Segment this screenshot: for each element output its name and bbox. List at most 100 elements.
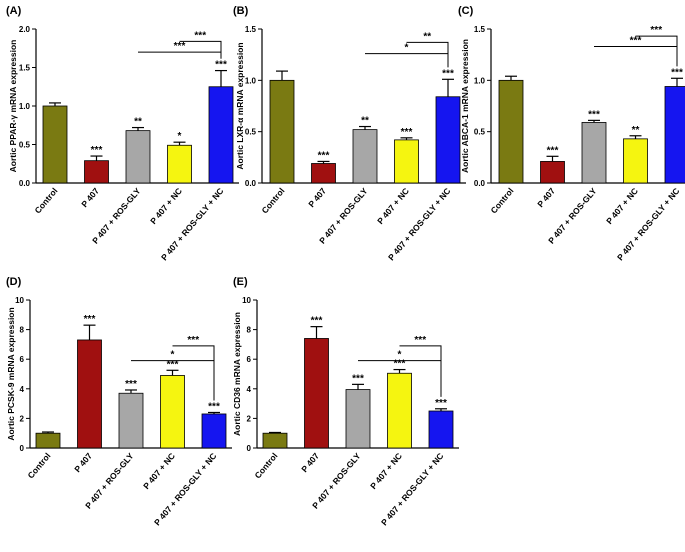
- comparison-bracket: [406, 41, 449, 68]
- significance-marker: **: [134, 117, 142, 128]
- bar: [394, 139, 419, 184]
- y-axis-label: Aortic CD36 mRNA expression: [232, 312, 242, 436]
- significance-marker: **: [361, 116, 369, 127]
- bar: [664, 86, 685, 184]
- bar: [311, 163, 336, 184]
- bar: [35, 432, 61, 449]
- significance-marker: ***: [435, 398, 447, 409]
- bar: [160, 375, 185, 449]
- y-tick-label: 0.5: [19, 141, 31, 150]
- y-tick-label: 1.5: [245, 25, 257, 34]
- significance-marker: ***: [394, 359, 406, 370]
- x-tick-label: P 407 + NC: [375, 186, 411, 226]
- bar: [435, 96, 461, 184]
- x-tick-label: P 407 + NC: [604, 186, 640, 226]
- significance-marker: ***: [84, 314, 96, 325]
- comparison-significance: *: [405, 43, 409, 54]
- bar: [84, 160, 109, 184]
- y-tick-label: 6: [20, 355, 25, 364]
- bar: [428, 410, 454, 449]
- y-tick-label: 4: [247, 385, 252, 394]
- panel-label: (C): [458, 5, 474, 17]
- bar: [77, 339, 102, 449]
- bar: [125, 130, 151, 184]
- panel-label: (A): [6, 5, 22, 17]
- y-tick-label: 0.0: [474, 179, 486, 188]
- comparison-bracket: [635, 35, 678, 67]
- bar: [352, 129, 378, 184]
- comparison-significance: ***: [174, 41, 186, 52]
- x-tick-label: P 407: [299, 451, 321, 475]
- comparison-bracket: [365, 53, 449, 68]
- y-tick-label: 1.5: [19, 64, 31, 73]
- bar: [269, 79, 295, 184]
- comparison-bracket: [399, 345, 442, 397]
- y-tick-label: 10: [242, 296, 251, 305]
- y-tick-label: 0: [247, 444, 252, 453]
- y-axis-label: Aortic LXR-α mRNA expression: [235, 42, 245, 169]
- chart-panel-e: (E) Aortic CD36 mRNA expression 0 2 4 6 8 10 Con…: [232, 276, 459, 527]
- significance-marker: ***: [588, 109, 600, 120]
- x-tick-label: P 407: [79, 186, 101, 210]
- y-axis-label: Aortic ABCA-1 mRNA expression: [460, 39, 470, 173]
- comparison-significance: *: [171, 350, 175, 361]
- comparison-significance: ***: [194, 30, 206, 41]
- bar: [498, 79, 524, 184]
- significance-marker: ***: [442, 68, 454, 79]
- bar: [262, 432, 288, 449]
- x-tick-label: Control: [25, 451, 52, 481]
- y-tick-label: 8: [247, 326, 252, 335]
- y-axis-label: Aortic PCSK-9 mRNA expression: [6, 307, 16, 440]
- significance-marker: ***: [91, 145, 103, 156]
- significance-marker: *: [178, 131, 182, 142]
- x-tick-label: Control: [32, 186, 59, 216]
- y-tick-label: 0.5: [245, 128, 257, 137]
- comparison-bracket: [594, 45, 678, 67]
- bar: [118, 392, 144, 449]
- bar: [201, 413, 227, 449]
- x-tick-label: P 407: [535, 186, 557, 210]
- bar: [387, 372, 412, 449]
- significance-marker: ***: [401, 127, 413, 138]
- comparison-bracket: [179, 40, 222, 59]
- y-tick-label: 2: [247, 414, 252, 423]
- y-tick-label: 8: [20, 326, 25, 335]
- chart-panel-c: (C) Aortic ABCA-1 mRNA expression 0.0 0.5 1.…: [458, 5, 685, 262]
- y-axis-label: Aortic PPAR-γ mRNA expression: [8, 40, 18, 173]
- comparison-bracket: [138, 51, 222, 59]
- panel-label: (D): [6, 276, 22, 288]
- significance-marker: ***: [208, 401, 220, 412]
- chart-panel-b: (B) Aortic LXR-α mRNA expression 0.0 0.5 1.0…: [233, 5, 466, 262]
- comparison-bracket: [172, 345, 215, 401]
- y-tick-label: 6: [247, 355, 252, 364]
- significance-marker: ***: [547, 145, 559, 156]
- significance-marker: ***: [167, 359, 179, 370]
- bar: [581, 122, 607, 184]
- y-tick-label: 0: [20, 444, 25, 453]
- significance-marker: ***: [215, 60, 227, 71]
- significance-marker: ***: [125, 379, 137, 390]
- comparison-significance: ***: [650, 25, 662, 36]
- x-tick-label: P 407: [306, 186, 328, 210]
- y-tick-label: 10: [15, 296, 24, 305]
- comparison-significance: *: [398, 350, 402, 361]
- bar: [345, 389, 371, 449]
- x-tick-label: Control: [259, 186, 286, 216]
- y-tick-label: 1.0: [245, 76, 257, 85]
- y-tick-label: 2: [20, 414, 25, 423]
- x-tick-label: Control: [488, 186, 515, 216]
- x-tick-label: P 407 + NC: [148, 186, 184, 226]
- comparison-significance: **: [423, 31, 431, 42]
- significance-marker: ***: [311, 316, 323, 327]
- bar: [208, 86, 234, 184]
- y-tick-label: 0.0: [19, 179, 31, 188]
- bar: [540, 161, 565, 184]
- y-tick-label: 4: [20, 385, 25, 394]
- y-tick-label: 0.0: [245, 179, 257, 188]
- panel-label: (E): [233, 276, 248, 288]
- bar: [623, 138, 648, 184]
- y-tick-label: 1.0: [19, 102, 31, 111]
